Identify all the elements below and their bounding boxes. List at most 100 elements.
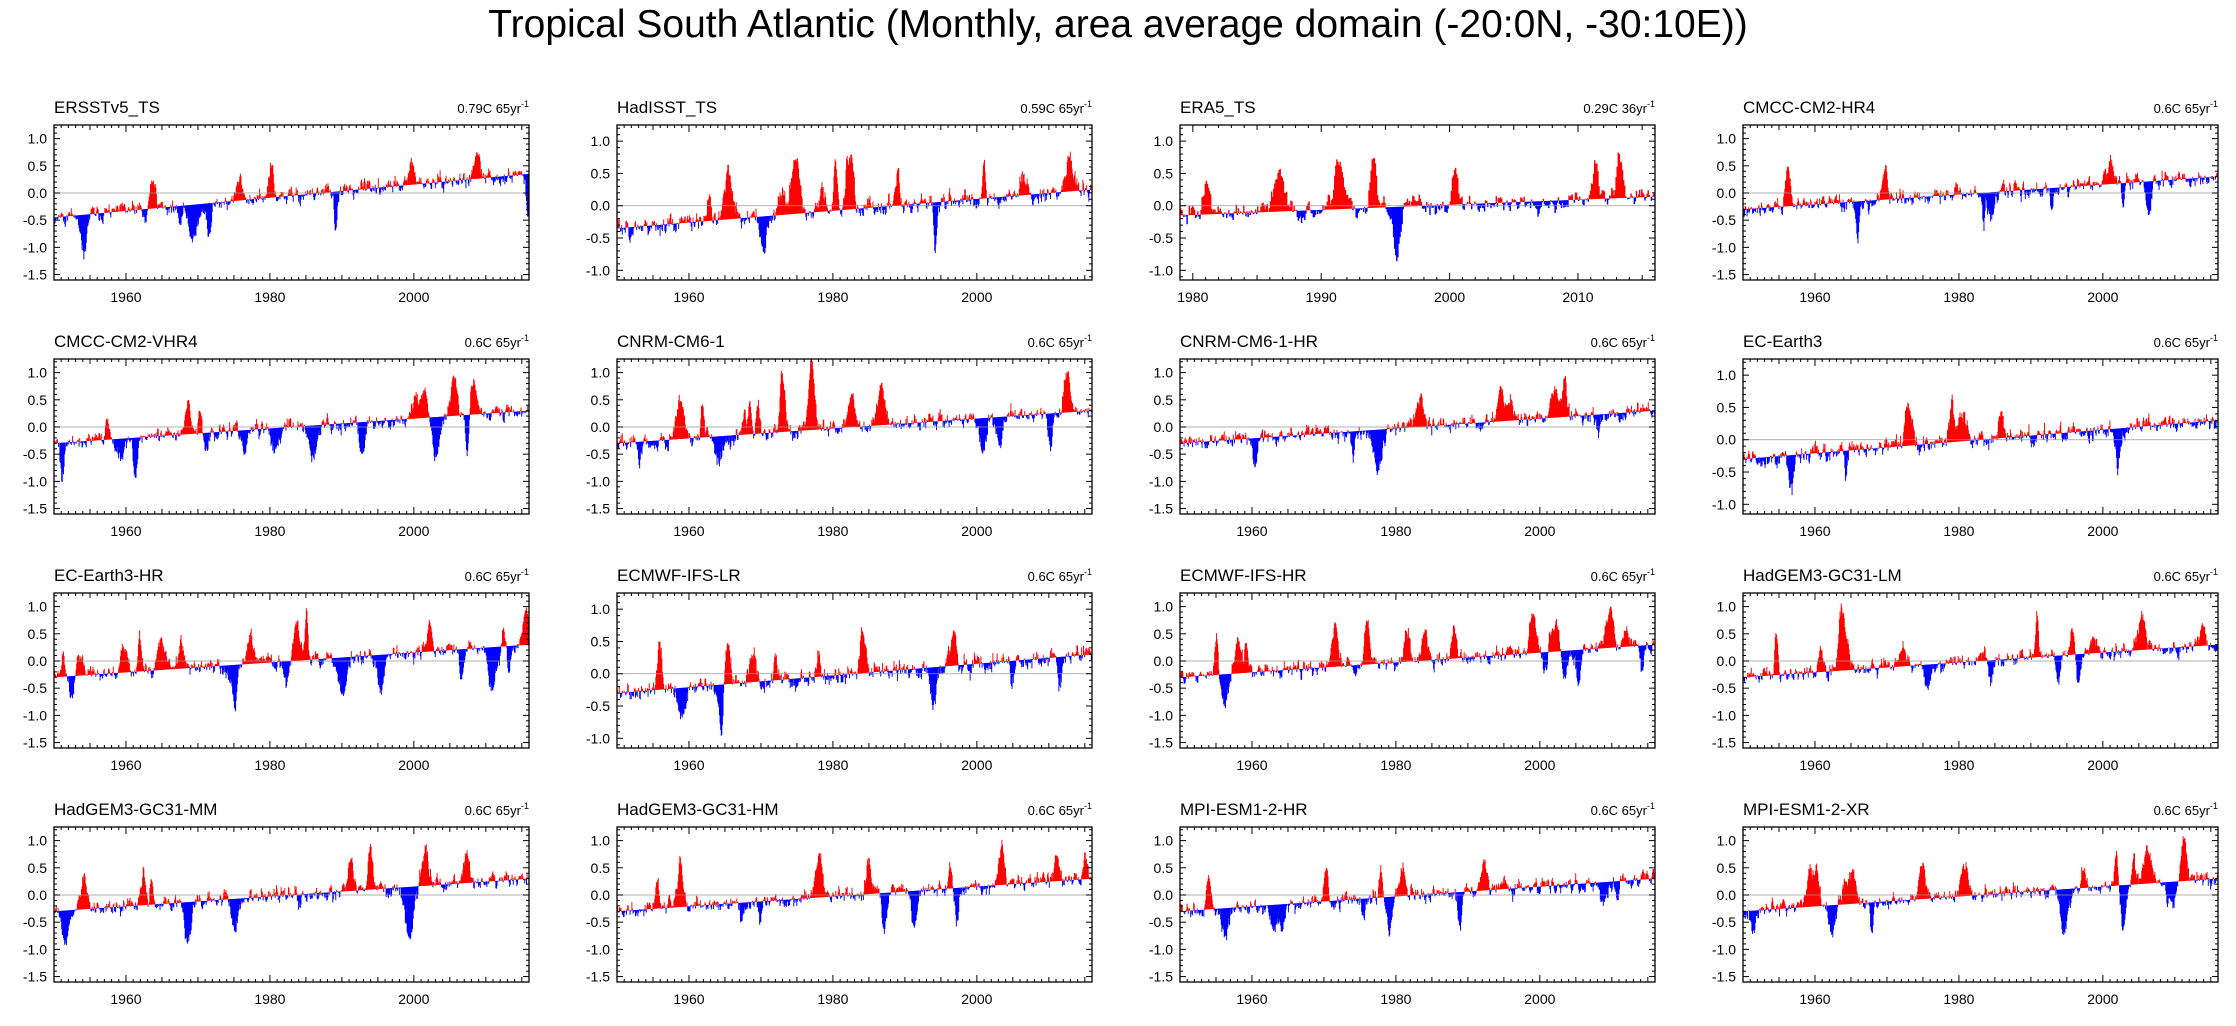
anomaly-bar [948,420,950,428]
anomaly-bar [629,227,631,243]
anomaly-bar [194,204,196,237]
anomaly-bar [913,414,915,423]
anomaly-bar [814,202,816,213]
anomaly-bar [266,186,268,198]
anomaly-bar [527,405,529,411]
anomaly-bar [430,417,432,428]
anomaly-bar [1817,204,1819,208]
anomaly-bar [1802,199,1804,206]
anomaly-bar [236,420,238,431]
anomaly-bar [311,193,313,194]
anomaly-bar [77,215,79,226]
anomaly-bar [1395,206,1397,256]
anomaly-bar [958,414,960,420]
anomaly-bar [143,209,145,216]
anomaly-bar [258,195,260,199]
anomaly-bar [763,216,765,254]
anomaly-bar [886,202,888,207]
anomaly-bar [1945,195,1947,201]
anomaly-bar [1409,417,1411,428]
anomaly-bar [639,226,641,230]
anomaly-bar [2191,178,2192,183]
anomaly-bar [1773,205,1775,208]
anomaly-bar [280,427,282,439]
anomaly-bar [1305,210,1307,214]
anomaly-bar [322,420,324,425]
anomaly-bar [647,225,649,236]
anomaly-bar [350,422,352,425]
anomaly-bar [382,187,384,190]
anomaly-bar [167,427,169,436]
anomaly-bar [2070,185,2072,187]
anomaly-bar [368,416,370,422]
anomaly-bar [699,428,701,438]
anomaly-bar [1451,423,1453,425]
anomaly-bar [2126,172,2128,183]
anomaly-bar [1864,199,1866,201]
anomaly-bar [58,214,60,218]
anomaly-bar [184,205,186,212]
anomaly-bar [872,417,874,426]
anomaly-bar [1013,191,1015,196]
anomaly-bar [1911,197,1913,206]
anomaly-bar [455,378,457,416]
y-tick-label: 0.0 [28,419,48,435]
anomaly-bar [2068,186,2070,198]
anomaly-bar [1410,419,1412,428]
anomaly-bar [963,419,965,421]
anomaly-bar [1873,200,1875,204]
anomaly-bar [320,424,322,428]
anomaly-bar [104,435,106,440]
anomaly-bar [1197,441,1199,443]
anomaly-bar [246,199,248,204]
anomaly-bar [455,180,457,184]
anomaly-bar [1498,394,1500,422]
anomaly-bar [748,217,750,221]
anomaly-bar [172,435,174,438]
anomaly-bar [1840,202,1842,207]
anomaly-bar [825,428,827,430]
anomaly-bar [394,419,396,426]
anomaly-bar [491,409,493,414]
anomaly-bar [2143,181,2145,188]
anomaly-bar [1072,402,1074,412]
anomaly-bar [1908,197,1910,200]
anomaly-bar [1317,431,1319,434]
anomaly-bar [1000,197,1002,204]
anomaly-bar [416,183,418,185]
anomaly-bar [1885,164,1887,200]
anomaly-bar [802,421,804,431]
anomaly-bar [1248,211,1250,213]
anomaly-bar [79,438,81,442]
anomaly-bar [963,419,964,429]
anomaly-bar [1204,441,1206,449]
anomaly-bar [1500,387,1502,422]
anomaly-bar [391,420,393,423]
anomaly-bar [1248,438,1250,441]
anomaly-bar [2200,175,2202,178]
anomaly-bar [967,419,969,424]
anomaly-bar [117,207,119,212]
anomaly-bar [1575,408,1577,417]
anomaly-bar [461,414,463,416]
anomaly-bar [1364,206,1366,209]
anomaly-bar [1228,210,1230,214]
anomaly-bar [1260,433,1262,438]
anomaly-bar [134,437,136,478]
anomaly-bar [748,217,750,223]
anomaly-bar [1511,401,1513,421]
anomaly-bar [265,196,267,199]
anomaly-bar [150,436,152,438]
anomaly-bar [985,417,987,442]
anomaly-bar [1760,208,1762,211]
anomaly-bar [1078,411,1080,415]
anomaly-bar [633,435,635,443]
anomaly-bar [454,377,456,416]
anomaly-bar [865,204,867,209]
anomaly-bar [1760,202,1762,209]
anomaly-bar [458,180,460,185]
anomaly-bar [2028,189,2030,198]
anomaly-bar [865,206,867,209]
anomaly-bar [389,184,391,187]
anomaly-bar [453,376,455,416]
